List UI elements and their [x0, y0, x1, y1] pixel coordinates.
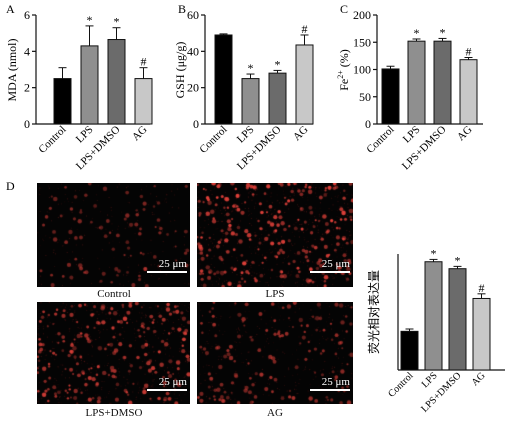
scale-label: 25 μm: [321, 258, 350, 270]
category-label: Control: [197, 124, 229, 156]
bar: [407, 40, 426, 125]
scale-bar: 25 μm: [310, 258, 350, 273]
bar: [80, 45, 99, 125]
caption-ag: AG: [267, 407, 283, 419]
micrograph-lps: 25 μm: [197, 183, 353, 287]
scale-bar: 25 μm: [147, 376, 187, 391]
panel-letter-b: B: [178, 2, 186, 16]
category-label: LPS: [420, 370, 440, 390]
y-tick-label: 150: [353, 35, 371, 49]
micrograph-canvas: [197, 183, 353, 287]
category-label: LPS: [401, 124, 423, 146]
y-axis-title-fluorescence: 荧光相对表达量: [367, 270, 381, 354]
significance-marker: *: [248, 61, 254, 75]
y-tick-label: 4: [24, 44, 30, 58]
significance-marker: #: [466, 45, 472, 59]
bar: [214, 34, 233, 125]
scale-label: 25 μm: [158, 258, 187, 270]
caption-lps: LPS: [265, 288, 285, 300]
caption-lps-dmso: LPS+DMSO: [85, 407, 143, 419]
micrograph-canvas: [197, 302, 353, 404]
bar: [107, 39, 126, 125]
category-label: Control: [36, 124, 68, 156]
y-tick-label: 50: [359, 90, 371, 104]
bar: [241, 78, 260, 125]
scale-bar: 25 μm: [147, 258, 187, 273]
caption-control: Control: [97, 288, 131, 300]
significance-marker: #: [479, 281, 485, 295]
y-tick-label: 0: [24, 117, 30, 131]
panel-letter-a: A: [6, 2, 15, 16]
fe-unit: (%): [337, 49, 351, 70]
panel-letter-d: D: [6, 179, 15, 193]
significance-marker: *: [455, 253, 461, 267]
y-tick-label: 2: [24, 81, 30, 95]
significance-marker: *: [275, 57, 281, 71]
bar: [295, 44, 314, 125]
category-label: AG: [455, 124, 475, 144]
significance-marker: *: [431, 246, 437, 260]
y-tick-label: 100: [353, 63, 371, 77]
bar: [400, 330, 419, 371]
significance-marker: #: [141, 55, 147, 69]
micrograph-ag: 25 μm: [197, 302, 353, 404]
bar: [448, 268, 467, 371]
micrograph-canvas: [37, 183, 190, 287]
category-label: LPS: [235, 124, 257, 146]
significance-marker: *: [87, 13, 93, 27]
y-tick-label: 40: [187, 44, 199, 58]
y-tick-label: 200: [353, 8, 371, 22]
category-label: AG: [130, 124, 150, 144]
y-tick-label: 0: [365, 117, 371, 131]
category-label: Control: [386, 370, 416, 400]
bar: [424, 261, 443, 371]
significance-marker: *: [440, 25, 446, 39]
category-label: AG: [291, 124, 311, 144]
bar: [472, 297, 491, 371]
bar: [459, 59, 478, 125]
micrograph-lps-dmso: 25 μm: [37, 302, 190, 404]
category-label: AG: [470, 370, 488, 388]
y-axis-title-mda: MDA (nmol): [5, 38, 19, 101]
scale-bar: 25 μm: [310, 376, 350, 391]
micrograph-canvas: [37, 302, 190, 404]
bar: [268, 72, 287, 125]
y-axis-title-gsh: GSH (μg/g): [173, 42, 187, 99]
y-tick-label: 20: [187, 81, 199, 95]
y-axis-title-fe: Fe2+ (%): [336, 49, 351, 91]
fe-superscript: 2+: [336, 70, 345, 79]
significance-marker: *: [114, 15, 120, 29]
bar: [433, 40, 452, 125]
category-label: LPS: [74, 124, 96, 146]
bar: [53, 78, 72, 125]
y-tick-label: 6: [24, 8, 30, 22]
significance-marker: *: [414, 26, 420, 40]
micrograph-control: 25 μm: [37, 183, 190, 287]
panel-letter-c: C: [340, 2, 348, 16]
scale-label: 25 μm: [158, 376, 187, 388]
bar: [134, 78, 153, 125]
fe-label: Fe: [337, 79, 351, 91]
significance-marker: #: [302, 22, 308, 36]
scale-label: 25 μm: [321, 376, 350, 388]
bar: [381, 68, 400, 125]
y-tick-label: 0: [193, 117, 199, 131]
y-tick-label: 60: [187, 8, 199, 22]
